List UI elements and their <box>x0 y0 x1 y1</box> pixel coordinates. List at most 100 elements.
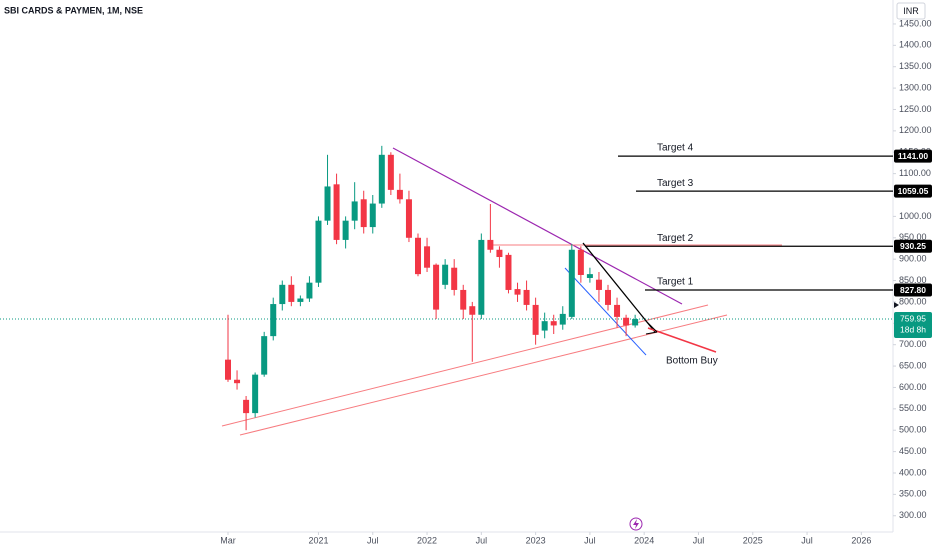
candle-body <box>288 284 295 302</box>
drawings <box>0 147 893 436</box>
candle-body <box>433 264 440 310</box>
support-line <box>239 314 728 436</box>
candle-body <box>451 267 458 290</box>
candle-body <box>586 274 593 278</box>
candle-body <box>243 399 250 414</box>
target-name: Target 2 <box>657 233 694 244</box>
target-price-label: 1059.05 <box>898 186 929 196</box>
candle-body <box>252 374 259 414</box>
x-tick-label: 2026 <box>851 535 871 545</box>
y-tick-label: 1200.00 <box>899 125 932 135</box>
last-price-box <box>894 312 932 339</box>
last-price-label: 759.95 <box>900 313 926 323</box>
y-tick-label: 550.00 <box>899 403 927 413</box>
y-tick-label: 1400.00 <box>899 40 932 50</box>
y-tick-label: 950.00 <box>899 232 927 242</box>
x-tick-label: 2024 <box>634 535 654 545</box>
candle-body <box>306 282 313 299</box>
y-tick-label: 1350.00 <box>899 61 932 71</box>
target-price-box <box>894 283 932 297</box>
y-tick-label: 600.00 <box>899 382 927 392</box>
candle-body <box>595 279 602 290</box>
target-price-label: 930.25 <box>900 241 926 251</box>
candle-body <box>270 304 277 337</box>
y-tick-label: 500.00 <box>899 425 927 435</box>
candle-body <box>351 201 358 221</box>
arrow-head <box>644 319 658 333</box>
candle-body <box>396 189 403 200</box>
candle-body <box>577 249 584 275</box>
target-name: Target 1 <box>657 277 694 288</box>
candle-body <box>424 246 431 268</box>
candle-body <box>415 237 421 275</box>
x-tick-label: 2023 <box>526 535 546 545</box>
candle-body <box>225 359 231 380</box>
y-tick-label: 1300.00 <box>899 82 932 92</box>
candle-body <box>405 199 412 238</box>
y-tick-label: 700.00 <box>899 339 927 349</box>
target-price-box <box>894 239 932 253</box>
y-tick-label: 800.00 <box>899 296 927 306</box>
target-price-box <box>894 184 932 198</box>
currency-box[interactable] <box>896 2 926 20</box>
candle-body <box>261 336 268 375</box>
candle-body <box>234 379 241 384</box>
target-name: Target 3 <box>657 178 694 189</box>
x-tick-label: Jul <box>367 535 379 545</box>
event-bolt <box>633 519 639 529</box>
candle-body <box>324 186 331 221</box>
x-tick-label: 2021 <box>308 535 328 545</box>
target-price-label: 827.80 <box>900 285 926 295</box>
candle-body <box>532 304 539 335</box>
candle-body <box>505 254 512 290</box>
candle-body <box>315 220 322 283</box>
candle-body <box>559 313 566 325</box>
candle-body <box>369 203 376 228</box>
countdown-label: 18d 8h <box>900 324 926 334</box>
channel-line <box>564 267 647 356</box>
target-price-label: 1141.00 <box>898 151 929 161</box>
y-tick-label: 900.00 <box>899 254 927 264</box>
candle-body <box>442 264 449 285</box>
x-tick-label: Mar <box>220 535 236 545</box>
axis-marker <box>894 302 899 308</box>
candle-body <box>632 319 639 326</box>
x-tick-label: Jul <box>584 535 596 545</box>
y-tick-label: 1250.00 <box>899 104 932 114</box>
candle-body <box>496 249 503 258</box>
candle-body <box>550 321 557 326</box>
candle-body <box>378 154 385 204</box>
target-price-box <box>894 149 932 163</box>
resistance-line <box>392 147 683 305</box>
candle-body <box>605 289 611 305</box>
y-tick-label: 650.00 <box>899 360 927 370</box>
candle-body <box>469 306 476 315</box>
y-tick-label: 450.00 <box>899 446 927 456</box>
arrow-line <box>647 327 717 353</box>
y-tick-label: 1000.00 <box>899 211 932 221</box>
y-tick-label: 300.00 <box>899 510 927 520</box>
candle-body <box>342 220 349 240</box>
y-tick-label: 350.00 <box>899 489 927 499</box>
x-tick-label: Jul <box>801 535 813 545</box>
candle-body <box>523 289 530 305</box>
candle-body <box>360 199 367 228</box>
event-icon[interactable] <box>629 517 643 531</box>
candle-body <box>387 154 394 190</box>
candle-body <box>487 239 494 250</box>
y-tick-label: 850.00 <box>899 275 927 285</box>
arrow-head <box>645 331 658 335</box>
annotation: Bottom Buy <box>666 356 718 367</box>
target-name: Target 4 <box>657 143 694 154</box>
candle-body <box>614 304 621 317</box>
y-tick-label: 1100.00 <box>899 168 931 178</box>
y-tick-label: 1450.00 <box>899 18 932 28</box>
candle-body <box>279 284 286 305</box>
candle-body <box>333 184 340 240</box>
y-tick-label: 400.00 <box>899 467 927 477</box>
candle-body <box>541 321 548 331</box>
candle-body <box>297 298 304 302</box>
candle-body <box>514 289 521 295</box>
